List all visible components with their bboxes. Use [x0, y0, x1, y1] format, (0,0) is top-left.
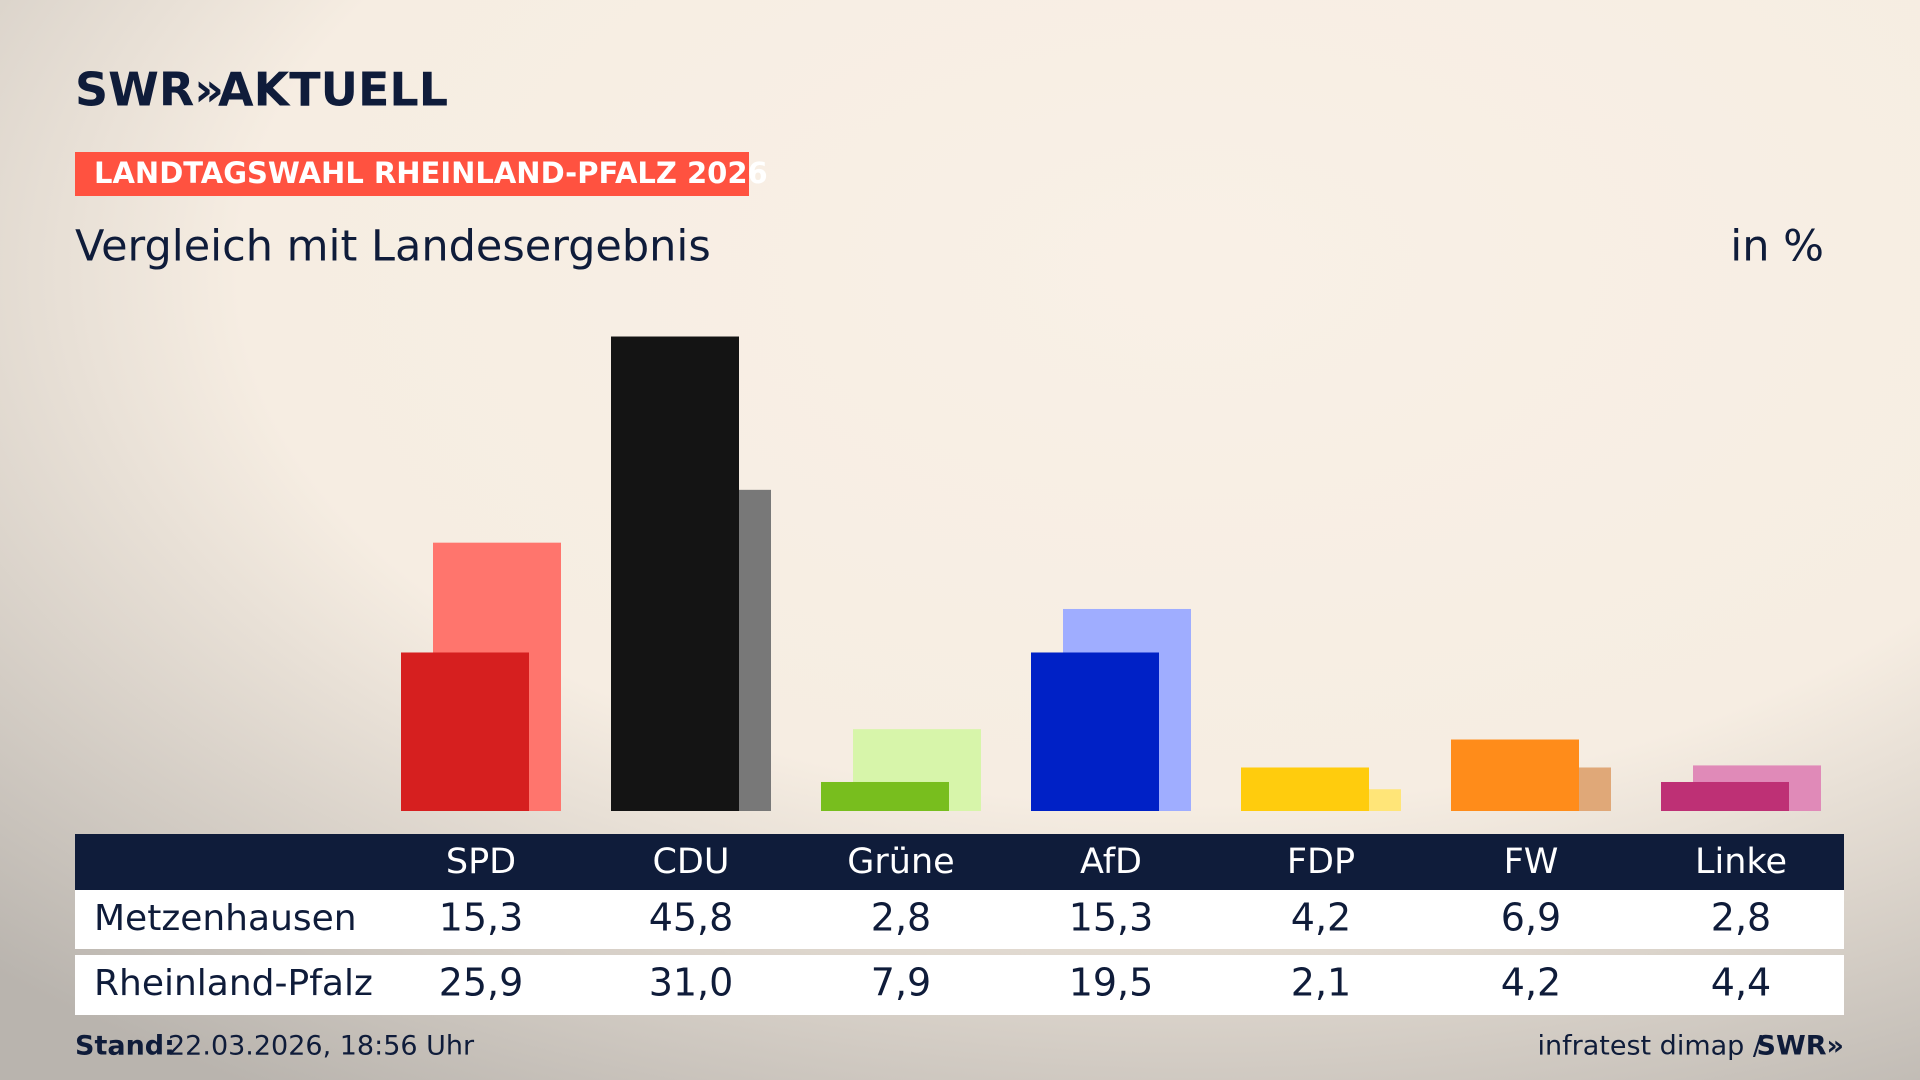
- value-label: 4,4: [1711, 961, 1771, 1005]
- value-label: 7,9: [871, 961, 931, 1005]
- table-header: [75, 834, 1844, 890]
- bar: [401, 652, 529, 811]
- category-label: Linke: [1695, 842, 1787, 882]
- category-label: FW: [1504, 842, 1559, 882]
- value-label: 4,2: [1291, 896, 1351, 940]
- category-label: AfD: [1080, 842, 1142, 882]
- row-label: Rheinland-Pfalz: [94, 963, 373, 1004]
- value-label: 31,0: [649, 961, 734, 1005]
- category-label: SPD: [446, 842, 516, 882]
- badge: LANDTAGSWAHL RHEINLAND-PFALZ 2026: [94, 156, 768, 190]
- row-label: Metzenhausen: [94, 898, 357, 939]
- bar: [821, 781, 949, 811]
- badge-bg: [75, 152, 749, 196]
- value-label: 6,9: [1501, 896, 1561, 940]
- bar: [1031, 652, 1159, 811]
- bar: [1241, 767, 1369, 811]
- value-label: 2,1: [1291, 961, 1351, 1005]
- bar: [1451, 739, 1579, 811]
- category-label: FDP: [1287, 842, 1355, 882]
- source-logo: SWR»: [1757, 1031, 1844, 1062]
- value-label: 15,3: [1069, 896, 1154, 940]
- brand-name: AKTUELL: [218, 63, 448, 117]
- value-label: 45,8: [649, 896, 734, 940]
- value-label: 2,8: [871, 896, 931, 940]
- category-label: CDU: [652, 842, 729, 882]
- value-label: 25,9: [439, 961, 524, 1005]
- bar: [1661, 781, 1789, 811]
- unit: in %: [1730, 222, 1824, 272]
- chart-title: Vergleich mit Landesergebnis: [75, 222, 711, 272]
- logo: SWR»: [75, 63, 224, 117]
- value-label: 2,8: [1711, 896, 1771, 940]
- stand-label: Stand:: [75, 1031, 175, 1062]
- bar: [611, 336, 739, 811]
- value-label: 19,5: [1069, 961, 1154, 1005]
- table-row: [75, 955, 1844, 1015]
- stand: 22.03.2026, 18:56 Uhr: [168, 1031, 475, 1062]
- category-label: Grüne: [847, 842, 954, 882]
- source: infratest dimap /: [1537, 1031, 1762, 1062]
- value-label: 4,2: [1501, 961, 1561, 1005]
- value-label: 15,3: [439, 896, 524, 940]
- table-row: [75, 890, 1844, 949]
